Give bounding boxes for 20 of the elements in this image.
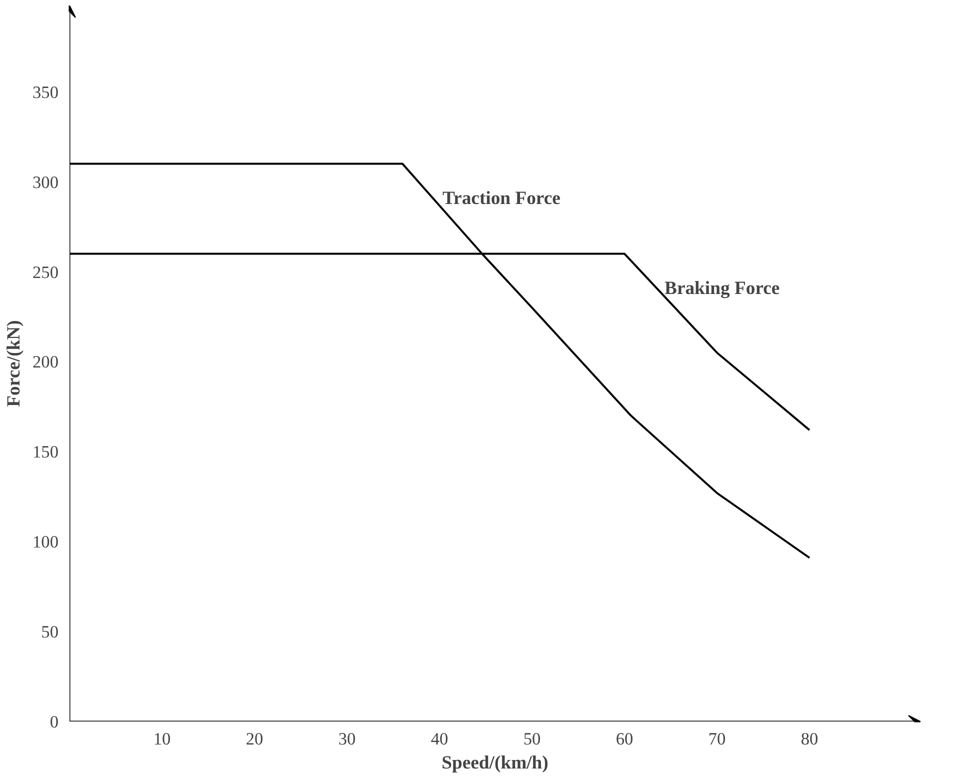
y-tick-label: 0 <box>50 712 59 732</box>
y-tick-label: 150 <box>32 442 59 462</box>
x-axis-title: Speed/(km/h) <box>442 752 548 774</box>
x-tick-label: 70 <box>708 730 726 748</box>
x-tick-label: 60 <box>616 730 634 748</box>
y-tick-label: 350 <box>32 82 59 102</box>
y-tick-label: 200 <box>32 352 59 372</box>
x-tick-label: 10 <box>153 730 171 748</box>
x-tick-label: 80 <box>800 730 818 748</box>
x-tick-label: 20 <box>246 730 264 748</box>
x-tick-label: 50 <box>523 730 541 748</box>
x-tick-label: 40 <box>430 730 448 748</box>
series-label: Traction Force <box>442 188 560 209</box>
x-tick-label: 30 <box>338 730 356 748</box>
y-tick-label: 250 <box>32 262 59 282</box>
y-tick-label: 300 <box>32 172 59 192</box>
y-tick-label: 100 <box>32 532 59 552</box>
y-axis-title: Force/(kN) <box>4 320 25 407</box>
y-tick-label: 50 <box>41 622 58 642</box>
series-label: Braking Force <box>664 278 780 299</box>
